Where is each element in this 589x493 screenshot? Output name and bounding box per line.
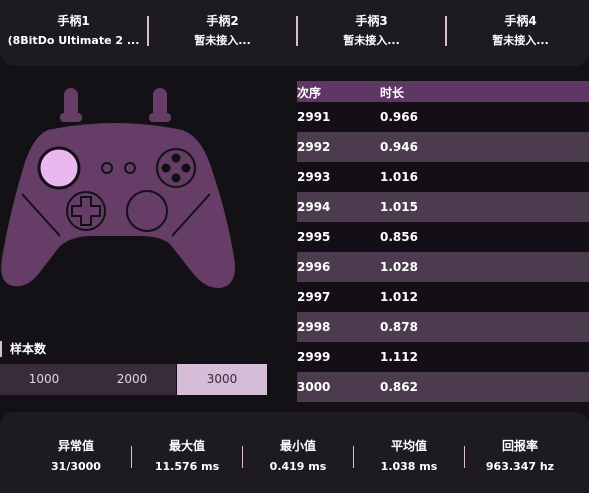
controller-slot-status: 暂未接入... xyxy=(194,34,251,47)
stat-avg: 平均值 1.038 ms xyxy=(353,439,465,474)
stat-value: 11.576 ms xyxy=(154,460,220,473)
slot-divider xyxy=(445,16,447,46)
left-stick xyxy=(37,146,81,190)
cell-duration: 1.016 xyxy=(380,170,418,184)
controller-slot-name: 手柄3 xyxy=(355,14,388,28)
controller-slot-name: 手柄1 xyxy=(57,14,90,28)
cell-seq: 2994 xyxy=(297,200,331,214)
controller-slot-2[interactable]: 手柄2 暂未接入... xyxy=(149,14,296,48)
cell-seq: 3000 xyxy=(297,380,331,394)
cell-duration: 0.878 xyxy=(380,320,418,334)
header-duration: 时长 xyxy=(380,86,405,100)
cell-seq: 2996 xyxy=(297,260,331,274)
stat-label: 最大值 xyxy=(168,439,205,453)
slot-divider xyxy=(296,16,298,46)
gamepad-icon xyxy=(1,88,236,289)
button-b xyxy=(181,163,191,173)
controller-slot-name: 手柄2 xyxy=(206,14,239,28)
table-row: 2991 0.966 xyxy=(297,102,589,132)
stat-label: 异常值 xyxy=(57,439,94,453)
left-grip-seam xyxy=(21,193,61,237)
cell-duration: 0.856 xyxy=(380,230,418,244)
right-trigger-base xyxy=(149,113,171,122)
stat-value: 0.419 ms xyxy=(269,460,327,473)
table-row: 3000 0.862 xyxy=(297,372,589,402)
controller-slot-status: (8BitDo Ultimate 2 ... xyxy=(7,34,140,47)
slot-divider xyxy=(147,16,149,46)
cell-seq: 2993 xyxy=(297,170,331,184)
cell-duration: 1.015 xyxy=(380,200,418,214)
controller-slots-bar: 手柄1 (8BitDo Ultimate 2 ... 手柄2 暂未接入... 手… xyxy=(0,0,589,66)
left-trigger-base xyxy=(60,113,82,122)
sample-count-label: 样本数 xyxy=(0,341,46,357)
menu-button xyxy=(124,162,136,174)
cell-seq: 2995 xyxy=(297,230,331,244)
controller-slot-status: 暂未接入... xyxy=(492,34,549,47)
controller-slot-3[interactable]: 手柄3 暂未接入... xyxy=(298,14,445,48)
cell-duration: 1.012 xyxy=(380,290,418,304)
cell-seq: 2997 xyxy=(297,290,331,304)
table-row: 2996 1.028 xyxy=(297,252,589,282)
left-trigger xyxy=(64,88,78,118)
stat-divider xyxy=(464,446,465,468)
stat-divider xyxy=(353,446,354,468)
cell-duration: 0.862 xyxy=(380,380,418,394)
cell-seq: 2992 xyxy=(297,140,331,154)
stat-label: 回报率 xyxy=(501,439,538,453)
stat-divider xyxy=(131,446,132,468)
stats-bar: 异常值 31/3000 最大值 11.576 ms 最小值 0.419 ms 平… xyxy=(0,412,589,493)
dpad-icon xyxy=(66,191,106,231)
right-grip-seam xyxy=(171,193,211,237)
stat-min: 最小值 0.419 ms xyxy=(242,439,354,474)
view-button xyxy=(101,162,113,174)
polling-table: 次序 时长 2991 0.966 2992 0.946 2993 1.016 2994… xyxy=(297,81,589,402)
face-buttons-ring xyxy=(156,148,196,188)
stat-label: 最小值 xyxy=(279,439,316,453)
cell-seq: 2991 xyxy=(297,110,331,124)
button-a xyxy=(171,173,181,183)
table-row: 2994 1.015 xyxy=(297,192,589,222)
controller-slot-name: 手柄4 xyxy=(504,14,537,28)
cell-seq: 2998 xyxy=(297,320,331,334)
stat-label: 平均值 xyxy=(390,439,427,453)
cell-duration: 1.112 xyxy=(380,350,418,364)
button-x xyxy=(161,163,171,173)
stat-max: 最大值 11.576 ms xyxy=(131,439,243,474)
table-row: 2992 0.946 xyxy=(297,132,589,162)
cell-duration: 0.946 xyxy=(380,140,418,154)
header-seq: 次序 xyxy=(297,86,322,100)
stat-divider xyxy=(242,446,243,468)
cell-duration: 1.028 xyxy=(380,260,418,274)
button-y xyxy=(171,153,181,163)
sample-option-2000[interactable]: 2000 xyxy=(88,364,176,395)
stat-value: 963.347 hz xyxy=(485,460,555,473)
stat-value: 1.038 ms xyxy=(380,460,438,473)
table-header: 次序 时长 xyxy=(297,81,589,102)
table-row: 2995 0.856 xyxy=(297,222,589,252)
stat-value: 31/3000 xyxy=(51,460,101,473)
controller-slot-1[interactable]: 手柄1 (8BitDo Ultimate 2 ... xyxy=(0,14,147,48)
controller-slot-status: 暂未接入... xyxy=(343,34,400,47)
cell-duration: 0.966 xyxy=(380,110,418,124)
right-trigger xyxy=(153,88,167,118)
table-row: 2999 1.112 xyxy=(297,342,589,372)
table-row: 2998 0.878 xyxy=(297,312,589,342)
stat-rate: 回报率 963.347 hz xyxy=(464,439,576,474)
cell-seq: 2999 xyxy=(297,350,331,364)
table-row: 2993 1.016 xyxy=(297,162,589,192)
stat-outliers: 异常值 31/3000 xyxy=(20,439,132,474)
table-row: 2997 1.012 xyxy=(297,282,589,312)
sample-option-3000[interactable]: 3000 xyxy=(177,364,267,395)
sample-option-1000[interactable]: 1000 xyxy=(0,364,88,395)
right-stick xyxy=(126,190,168,232)
controller-slot-4[interactable]: 手柄4 暂未接入... xyxy=(447,14,589,48)
